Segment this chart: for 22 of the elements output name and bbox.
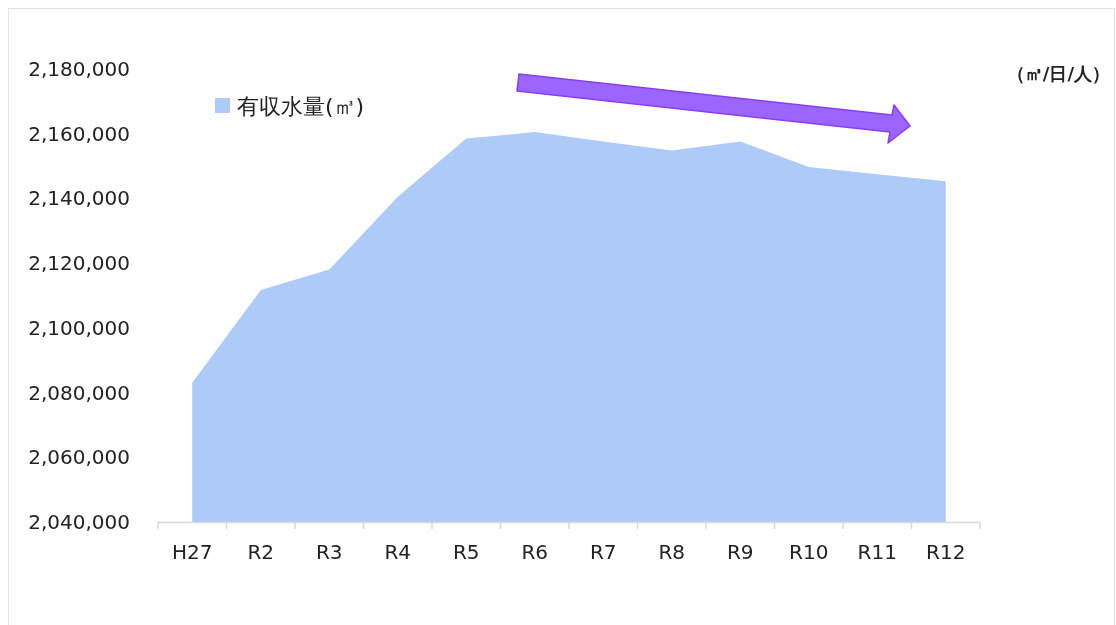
x-tick-label: R6 — [521, 540, 549, 564]
x-tick-label: R12 — [926, 540, 966, 564]
x-tick-label: R5 — [452, 540, 480, 564]
x-tick-label: R4 — [384, 540, 412, 564]
x-tick-label: R11 — [857, 540, 897, 564]
legend-label: 有収水量(㎥) — [237, 94, 365, 119]
y-tick-label: 2,140,000 — [28, 186, 130, 211]
y-tick-label: 2,080,000 — [28, 380, 130, 405]
x-tick-label: R8 — [658, 540, 686, 564]
x-tick-label: R7 — [589, 540, 617, 564]
x-tick-label: R10 — [789, 540, 829, 564]
y-tick-label: 2,060,000 — [28, 445, 130, 470]
y-tick-label: 2,040,000 — [28, 510, 130, 534]
x-tick-label: R9 — [726, 540, 754, 564]
y-tick-label: 2,100,000 — [28, 315, 130, 340]
x-tick-label: R2 — [247, 540, 275, 564]
x-tick-label: R3 — [315, 540, 343, 564]
x-tick-label: H27 — [172, 540, 213, 564]
y-axis-title: （㎥/日/人） — [1006, 63, 1110, 84]
y-tick-label: 2,120,000 — [28, 251, 130, 276]
y-tick-label: 2,180,000 — [28, 57, 130, 81]
y-tick-label: 2,160,000 — [28, 121, 130, 146]
